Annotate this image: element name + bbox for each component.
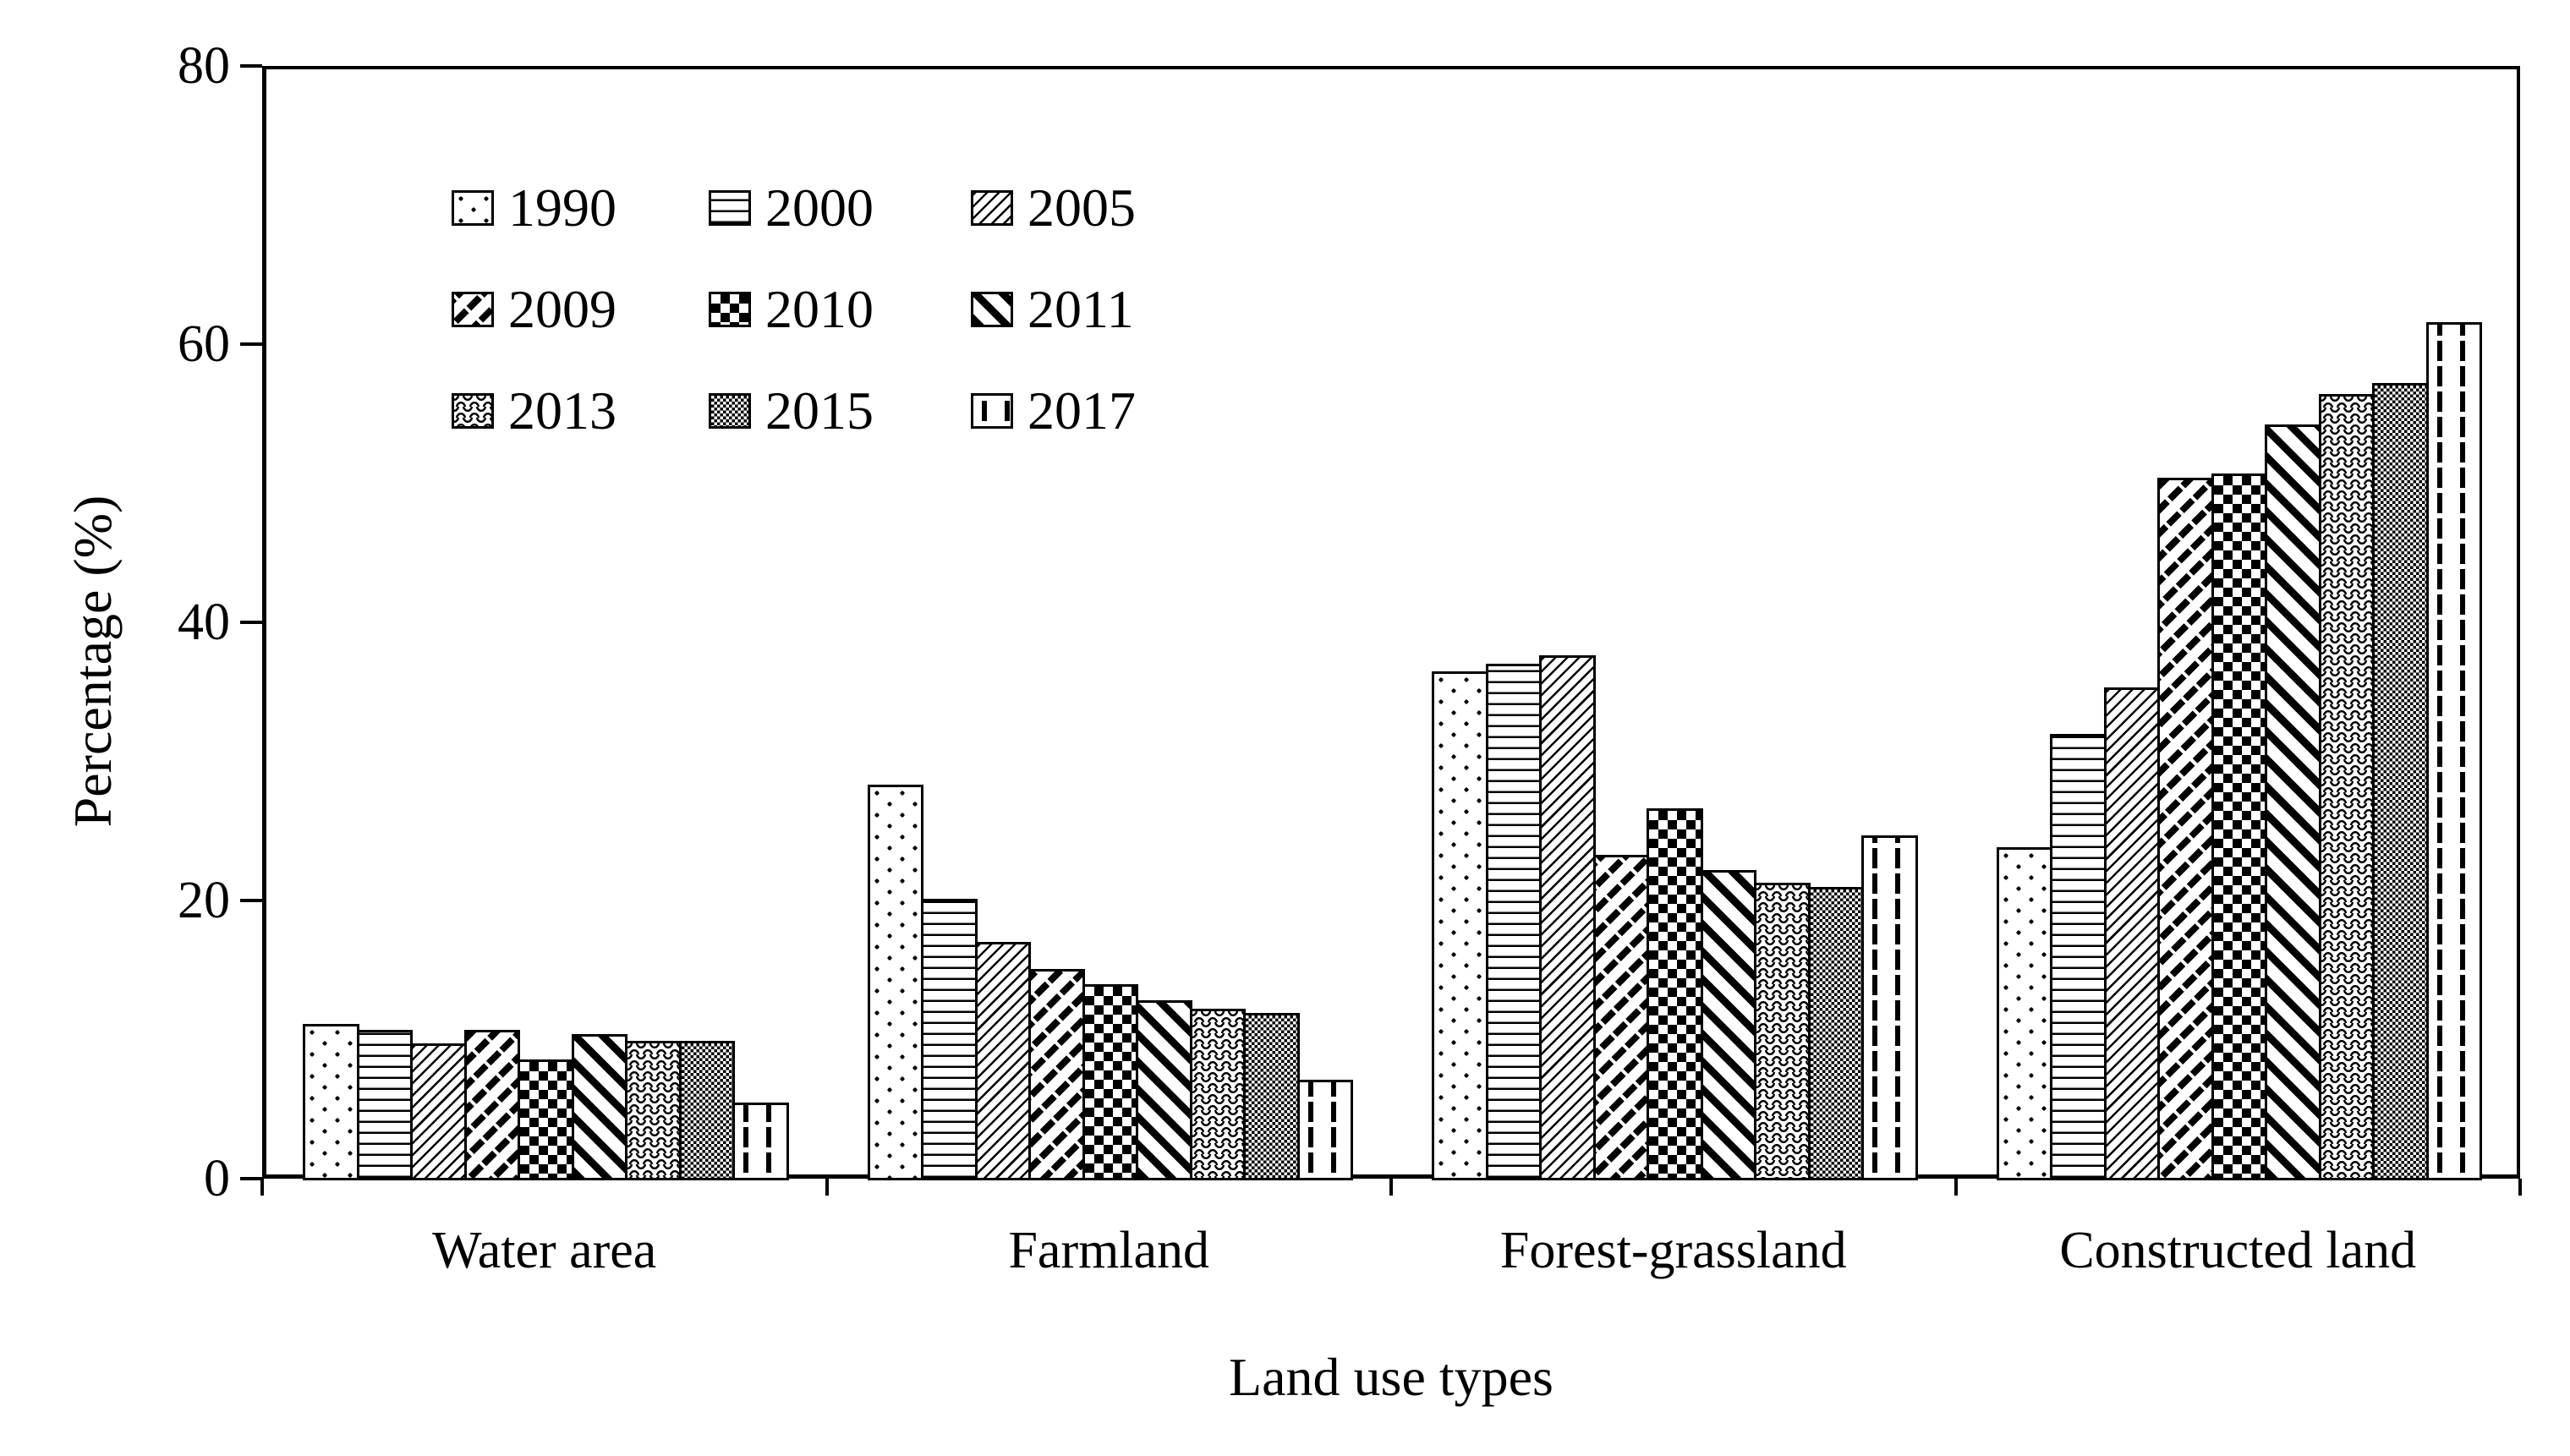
legend-swatch-vertical-dashes-icon bbox=[971, 393, 1013, 429]
bar-2011-constructed-land bbox=[2265, 424, 2321, 1180]
category-label-water-area: Water area bbox=[432, 1222, 657, 1279]
bar-2000-constructed-land bbox=[2050, 733, 2107, 1180]
legend-item-2010: 2010 bbox=[709, 259, 971, 360]
legend-label-1990: 1990 bbox=[508, 178, 616, 238]
legend-item-2015: 2015 bbox=[709, 360, 971, 462]
legend-label-2010: 2010 bbox=[765, 279, 874, 339]
legend-swatch-waves-icon bbox=[452, 393, 494, 429]
bar-2005-water-area bbox=[410, 1043, 467, 1180]
x-axis-title: Land use types bbox=[1229, 1347, 1554, 1407]
legend-item-2005: 2005 bbox=[971, 157, 1250, 259]
bar-2017-farmland bbox=[1296, 1080, 1353, 1180]
bar-2011-farmland bbox=[1136, 1000, 1192, 1180]
y-tick-mark bbox=[240, 342, 262, 346]
x-tick-mark bbox=[1389, 1179, 1393, 1196]
y-tick-mark bbox=[240, 899, 262, 902]
bar-2017-constructed-land bbox=[2425, 321, 2482, 1180]
legend-swatch-hlines-icon bbox=[709, 190, 751, 226]
bar-2005-forest-grassland bbox=[1539, 655, 1596, 1180]
legend-label-2009: 2009 bbox=[508, 279, 616, 339]
bar-2000-farmland bbox=[921, 899, 978, 1180]
y-tick-label: 40 bbox=[178, 594, 230, 651]
bar-2005-constructed-land bbox=[2103, 687, 2160, 1180]
bar-1990-forest-grassland bbox=[1432, 671, 1488, 1180]
x-tick-mark bbox=[1954, 1179, 1958, 1196]
bar-2015-forest-grassland bbox=[1807, 886, 1864, 1180]
bar-2013-farmland bbox=[1189, 1009, 1246, 1180]
legend-item-2013: 2013 bbox=[452, 360, 709, 462]
bar-2015-water-area bbox=[678, 1041, 735, 1180]
category-label-constructed-land: Constructed land bbox=[2059, 1222, 2417, 1279]
bar-2009-water-area bbox=[463, 1029, 520, 1180]
bar-2000-water-area bbox=[356, 1029, 413, 1180]
bar-1990-farmland bbox=[867, 785, 923, 1180]
legend-label-2005: 2005 bbox=[1027, 178, 1136, 238]
x-tick-mark bbox=[260, 1179, 264, 1196]
bar-2009-forest-grassland bbox=[1592, 854, 1649, 1180]
x-tick-mark bbox=[825, 1179, 829, 1196]
bar-2011-water-area bbox=[571, 1033, 627, 1180]
legend-item-2000: 2000 bbox=[709, 157, 971, 259]
legend-label-2000: 2000 bbox=[765, 178, 874, 238]
bar-2013-forest-grassland bbox=[1754, 882, 1811, 1180]
bar-2017-forest-grassland bbox=[1861, 835, 1918, 1180]
y-tick-mark bbox=[240, 1177, 262, 1180]
y-tick-label: 20 bbox=[178, 872, 230, 929]
category-label-forest-grassland: Forest-grassland bbox=[1499, 1222, 1847, 1279]
bar-2013-water-area bbox=[625, 1041, 682, 1180]
legend-label-2013: 2013 bbox=[508, 380, 616, 441]
y-tick-mark bbox=[240, 621, 262, 624]
bar-2005-farmland bbox=[974, 942, 1031, 1180]
bar-2010-forest-grassland bbox=[1647, 808, 1703, 1180]
y-tick-mark bbox=[240, 64, 262, 68]
bar-2011-forest-grassland bbox=[1700, 869, 1756, 1180]
legend-item-1990: 1990 bbox=[452, 157, 709, 259]
legend-swatch-diagonal-dashes-icon bbox=[452, 292, 494, 327]
bar-2015-farmland bbox=[1243, 1013, 1300, 1180]
legend-label-2015: 2015 bbox=[765, 380, 874, 441]
bar-1990-constructed-land bbox=[1996, 847, 2052, 1180]
bar-2013-constructed-land bbox=[2318, 394, 2375, 1180]
x-tick-mark bbox=[2518, 1179, 2522, 1196]
legend-swatch-dots-icon bbox=[452, 190, 494, 226]
bar-2010-farmland bbox=[1082, 983, 1138, 1180]
legend-swatch-thick-diagonal-icon bbox=[971, 292, 1013, 327]
bar-2010-constructed-land bbox=[2211, 473, 2267, 1180]
legend-label-2011: 2011 bbox=[1027, 279, 1134, 339]
bar-2015-constructed-land bbox=[2372, 383, 2429, 1180]
y-tick-label: 0 bbox=[204, 1150, 230, 1207]
legend-item-2017: 2017 bbox=[971, 360, 1250, 462]
legend-swatch-checkerboard-icon bbox=[709, 292, 751, 327]
legend-swatch-thin-diagonal-icon bbox=[971, 190, 1013, 226]
legend: 1990 2000 2005 2009 2010 2011 2013 2015 2017 bbox=[452, 157, 1250, 462]
bar-1990-water-area bbox=[303, 1024, 359, 1180]
legend-item-2011: 2011 bbox=[971, 259, 1250, 360]
bar-2017-water-area bbox=[732, 1102, 789, 1180]
y-axis-title: Percentage (%) bbox=[63, 495, 123, 828]
y-tick-label: 80 bbox=[178, 37, 230, 95]
bar-2009-constructed-land bbox=[2157, 477, 2214, 1180]
y-tick-label: 60 bbox=[178, 315, 230, 373]
bar-2010-water-area bbox=[518, 1059, 574, 1180]
category-label-farmland: Farmland bbox=[1008, 1222, 1210, 1279]
legend-item-2009: 2009 bbox=[452, 259, 709, 360]
legend-label-2017: 2017 bbox=[1027, 380, 1136, 441]
legend-swatch-fine-grid-icon bbox=[709, 393, 751, 429]
bar-2009-farmland bbox=[1028, 968, 1085, 1180]
bar-2000-forest-grassland bbox=[1485, 664, 1542, 1180]
